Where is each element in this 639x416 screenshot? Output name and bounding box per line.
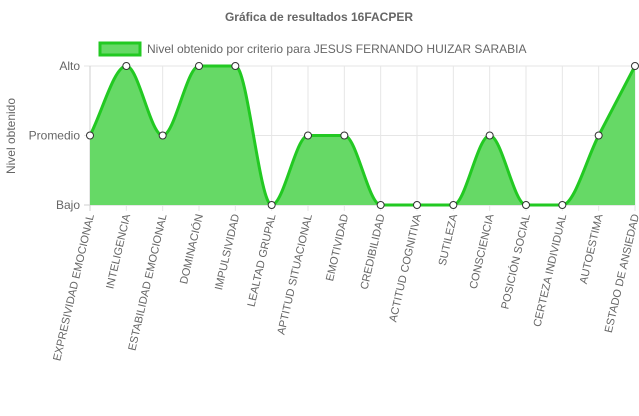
x-tick-label: INTELIGENCIA (104, 212, 133, 290)
data-point[interactable] (631, 62, 639, 70)
data-point[interactable] (231, 62, 240, 70)
x-tick-label: EXPRESIVIDAD EMOCIONAL (51, 213, 97, 362)
x-ticks: EXPRESIVIDAD EMOCIONAL INTELIGENCIAESTABI… (51, 212, 639, 362)
x-tick-label: POSICIÓN SOCIAL (498, 213, 533, 311)
data-point[interactable] (267, 201, 276, 209)
data-point[interactable] (304, 131, 312, 140)
chart-title: Gráfica de resultados 16FACPER (225, 10, 413, 24)
legend[interactable]: Nivel obtenido por criterio para JESUS F… (98, 41, 526, 57)
data-point[interactable] (594, 131, 603, 140)
series-area (90, 66, 635, 205)
legend-label: Nivel obtenido por criterio para JESUS F… (147, 42, 526, 56)
x-tick-label: CONSCIENCIA (468, 212, 497, 290)
x-tick-label: APTITUD SITUACIONAL (275, 213, 314, 336)
data-point[interactable] (522, 201, 530, 209)
x-tick-label: ESTADO DE ANSIEDAD (603, 213, 639, 334)
x-tick-label: ACTITUD COGNITIVA (387, 212, 424, 323)
x-tick-label: SUTILEZA (437, 212, 461, 267)
x-tick-label: AUTOESTIMA (578, 212, 606, 285)
data-point[interactable] (122, 62, 131, 70)
x-tick-label: EMOTIVIDAD (324, 213, 351, 282)
y-tick-label: Bajo (56, 198, 80, 212)
y-axis-title: Nivel obtenido (4, 98, 18, 174)
x-tick-label: IMPULSIVIDAD (213, 213, 242, 291)
data-point[interactable] (158, 131, 167, 140)
data-point[interactable] (86, 131, 94, 140)
data-point[interactable] (449, 201, 458, 209)
x-tick-label: LEALTAD GRUPAL (246, 213, 279, 308)
data-point[interactable] (558, 201, 567, 209)
data-points (86, 62, 639, 209)
y-tick-label: Alto (59, 59, 80, 73)
x-tick-label: DOMINACIÓN (177, 213, 206, 286)
x-tick-label: CERTEZA INDIVIDUAL (532, 213, 570, 328)
y-tick-label: Promedio (29, 129, 81, 143)
data-point[interactable] (376, 201, 385, 209)
data-point[interactable] (340, 131, 349, 140)
legend-swatch (98, 41, 142, 57)
x-tick-label: ESTABILIDAD EMOCIONAL (126, 213, 169, 352)
data-point[interactable] (195, 62, 203, 70)
data-point[interactable] (485, 131, 494, 140)
x-tick-label: CREDIBILIDAD (359, 213, 388, 291)
series-line (88, 64, 637, 207)
y-ticks: Bajo Promedio Alto (29, 59, 81, 212)
data-point[interactable] (413, 201, 421, 209)
plot-area (88, 64, 637, 207)
